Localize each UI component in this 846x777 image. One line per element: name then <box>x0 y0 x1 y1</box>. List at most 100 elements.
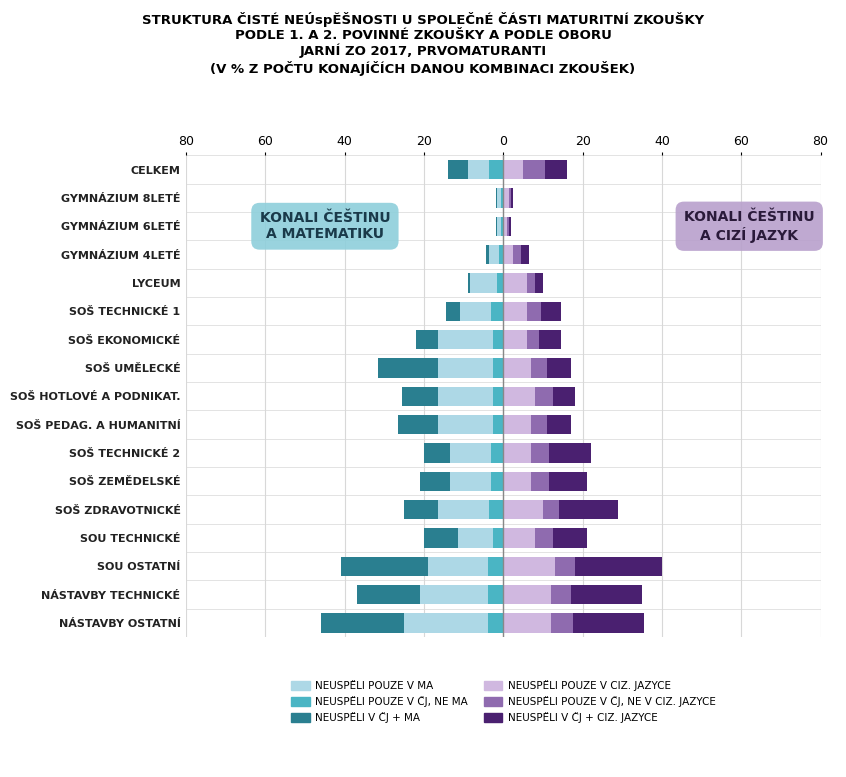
Bar <box>497 274 503 293</box>
Bar <box>503 274 527 293</box>
Bar <box>378 358 438 378</box>
Bar <box>398 415 438 434</box>
Bar <box>514 245 521 264</box>
Bar <box>458 528 493 548</box>
Bar <box>555 556 574 576</box>
Bar <box>574 556 662 576</box>
Bar <box>536 387 553 406</box>
Bar <box>509 188 511 207</box>
Bar <box>503 613 551 632</box>
Bar <box>553 528 586 548</box>
Bar <box>404 613 487 632</box>
Bar <box>468 274 470 293</box>
Bar <box>503 188 509 207</box>
Bar <box>493 387 503 406</box>
Bar <box>438 500 490 519</box>
Bar <box>541 301 561 321</box>
Bar <box>503 556 555 576</box>
Bar <box>521 245 529 264</box>
Text: STRUKTURA ČISTÉ NEÚspĚŠNOSTI U SPOLEČnÉ ČÁSTI MATURITNÍ ZKOUŠKY
PODLE 1. A 2. PO: STRUKTURA ČISTÉ NEÚspĚŠNOSTI U SPOLEČnÉ … <box>142 12 704 76</box>
Bar <box>551 585 571 605</box>
Bar <box>503 415 531 434</box>
Bar <box>487 556 503 576</box>
Bar <box>503 217 508 236</box>
Bar <box>503 358 531 378</box>
Bar <box>503 444 531 462</box>
Bar <box>416 330 438 349</box>
Bar <box>502 188 503 207</box>
Bar <box>497 217 502 236</box>
Bar <box>523 160 545 179</box>
Text: KONALI ČEŠTINU
A MATEMATIKU: KONALI ČEŠTINU A MATEMATIKU <box>260 211 390 242</box>
Bar <box>503 387 536 406</box>
Bar <box>503 472 531 491</box>
Bar <box>509 217 511 236</box>
Bar <box>536 274 543 293</box>
Bar <box>503 160 523 179</box>
Bar <box>490 500 503 519</box>
Bar <box>499 245 503 264</box>
Bar <box>503 301 527 321</box>
Bar <box>549 444 591 462</box>
Bar <box>424 444 450 462</box>
Bar <box>553 387 574 406</box>
Bar <box>486 245 490 264</box>
Bar <box>428 556 487 576</box>
Bar <box>438 358 493 378</box>
Bar <box>493 330 503 349</box>
Bar <box>527 301 541 321</box>
Bar <box>527 330 539 349</box>
Bar <box>438 330 493 349</box>
Bar <box>487 613 503 632</box>
Bar <box>492 472 503 491</box>
Bar <box>536 528 553 548</box>
Bar <box>404 500 438 519</box>
Bar <box>503 245 514 264</box>
Bar <box>490 245 499 264</box>
Bar <box>527 274 536 293</box>
Bar <box>573 613 644 632</box>
Bar <box>531 358 547 378</box>
Bar <box>531 472 549 491</box>
Bar <box>508 217 509 236</box>
Bar <box>559 500 618 519</box>
Bar <box>497 188 502 207</box>
Bar <box>492 444 503 462</box>
Bar <box>503 528 536 548</box>
Bar <box>551 613 573 632</box>
Bar <box>424 528 458 548</box>
Bar <box>539 330 561 349</box>
Bar <box>493 528 503 548</box>
Bar <box>450 472 492 491</box>
Bar <box>543 500 559 519</box>
Bar <box>459 301 492 321</box>
Bar <box>493 358 503 378</box>
Bar <box>545 160 567 179</box>
Bar <box>438 415 493 434</box>
Bar <box>503 330 527 349</box>
Bar <box>487 585 503 605</box>
Bar <box>490 160 503 179</box>
Bar <box>402 387 438 406</box>
Bar <box>468 160 490 179</box>
Bar <box>547 415 571 434</box>
Bar <box>450 444 492 462</box>
Bar <box>357 585 420 605</box>
Text: KONALI ČEŠTINU
A CIZÍ JAZYK: KONALI ČEŠTINU A CIZÍ JAZYK <box>684 210 815 242</box>
Bar <box>448 160 468 179</box>
Bar <box>446 301 459 321</box>
Bar <box>420 472 450 491</box>
Bar <box>549 472 586 491</box>
Bar <box>321 613 404 632</box>
Legend: NEUSPĚLI POUZE V MA, NEUSPĚLI POUZE V ČJ, NE MA, NEUSPĚLI V ČJ + MA, NEUSPE: NEUSPĚLI POUZE V MA, NEUSPĚLI POUZE V … <box>287 676 720 727</box>
Bar <box>503 585 551 605</box>
Bar <box>531 444 549 462</box>
Bar <box>438 387 493 406</box>
Bar <box>420 585 487 605</box>
Bar <box>571 585 642 605</box>
Bar <box>341 556 428 576</box>
Bar <box>502 217 503 236</box>
Bar <box>492 301 503 321</box>
Bar <box>503 500 543 519</box>
Bar <box>511 188 514 207</box>
